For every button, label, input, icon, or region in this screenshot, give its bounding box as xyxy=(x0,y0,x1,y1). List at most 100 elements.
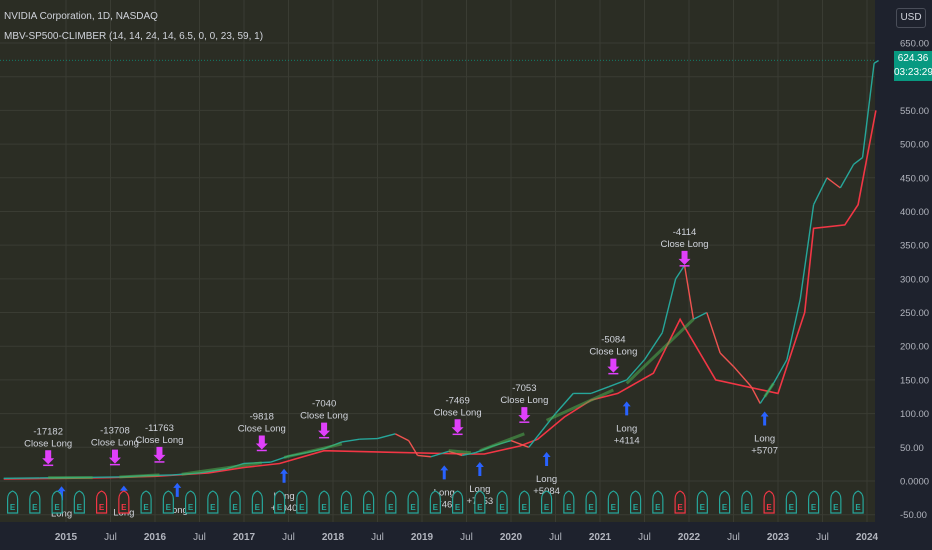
time-tick-label: Jul xyxy=(193,532,206,543)
price-segment xyxy=(394,433,409,442)
trade-line xyxy=(625,318,695,385)
price-segment xyxy=(661,278,677,333)
price-tick-label: 400.00 xyxy=(900,207,929,218)
close-long-label: Close Long xyxy=(661,239,709,250)
price-tick-label: 0.0000 xyxy=(900,477,929,488)
price-tick-label: -50.00 xyxy=(900,510,927,521)
price-segment xyxy=(510,439,530,448)
time-tick-label: 2015 xyxy=(55,532,78,543)
long-arrow xyxy=(173,482,182,497)
earnings-marker-label: E xyxy=(366,503,372,512)
earnings-marker-label: E xyxy=(433,503,439,512)
time-tick-label: Jul xyxy=(104,532,117,543)
long-arrow xyxy=(280,468,289,483)
price-segment xyxy=(408,440,419,456)
close-long-pnl: -7469 xyxy=(445,395,469,406)
long-label: Long xyxy=(51,508,72,519)
long-arrow xyxy=(440,465,449,480)
close-long-label: Close Long xyxy=(500,395,548,406)
trade-line xyxy=(545,388,614,422)
earnings-marker-label: E xyxy=(544,503,550,512)
price-segment xyxy=(693,311,708,320)
price-segment xyxy=(839,163,855,189)
indicator-legend[interactable]: MBV-SP500-CLIMBER (14, 14, 24, 14, 6.5, … xyxy=(4,31,264,42)
long-label: Long xyxy=(469,484,490,495)
time-tick-label: 2020 xyxy=(500,532,523,543)
earnings-marker xyxy=(96,490,108,514)
earnings-marker xyxy=(340,490,352,514)
earnings-marker xyxy=(407,490,419,514)
time-axis[interactable]: 2015 Jul 2016 Jul 2017 Jul 2018 Jul 2019 Jul 2020 J… xyxy=(55,532,879,543)
earnings-marker xyxy=(674,490,686,514)
earnings-marker-label: E xyxy=(77,503,83,512)
earnings-marker-label: E xyxy=(410,503,416,512)
close-long-arrow xyxy=(153,446,166,461)
symbol-title[interactable]: NVIDIA Corporation, 1D, NASDAQ xyxy=(4,11,158,22)
earnings-marker-label: E xyxy=(188,503,194,512)
earnings-marker-label: E xyxy=(588,503,594,512)
long-pnl: +4114 xyxy=(614,435,640,446)
long-label: Long xyxy=(754,434,775,445)
price-tick-label: 150.00 xyxy=(900,375,929,386)
close-long-pnl: -11763 xyxy=(145,423,174,434)
earnings-marker xyxy=(563,490,575,514)
time-tick-label: Jul xyxy=(282,532,295,543)
close-long-label: Close Long xyxy=(589,347,637,358)
long-arrow xyxy=(57,486,66,501)
earnings-marker-label: E xyxy=(789,503,795,512)
long-pnl: +7469 xyxy=(431,499,458,510)
time-tick-label: 2018 xyxy=(322,532,345,543)
price-segment xyxy=(683,265,695,320)
price-tick-label: 500.00 xyxy=(900,140,929,151)
earnings-marker xyxy=(429,490,441,514)
close-long-pnl: -7053 xyxy=(512,383,536,394)
close-long-arrow xyxy=(42,450,55,465)
earnings-marker xyxy=(474,490,486,514)
earnings-marker xyxy=(830,490,842,514)
long-label: Long xyxy=(536,474,557,485)
earnings-marker-label: E xyxy=(855,503,861,512)
close-long-label: Close Long xyxy=(300,411,348,422)
close-long-pnl: -13708 xyxy=(100,426,130,437)
time-tick-label: Jul xyxy=(371,532,384,543)
earnings-marker xyxy=(541,490,553,514)
earnings-marker xyxy=(29,490,41,514)
time-tick-label: Jul xyxy=(460,532,473,543)
earnings-marker xyxy=(73,490,85,514)
earnings-marker xyxy=(518,490,530,514)
close-long-label: Close Long xyxy=(91,438,139,449)
earnings-marker xyxy=(808,490,820,514)
close-long-arrow xyxy=(108,449,121,464)
trade-lines xyxy=(48,318,775,480)
long-label: Long xyxy=(616,423,637,434)
price-axis[interactable]: 650.00600.00550.00500.00450.00400.00350.… xyxy=(900,39,929,522)
close-long-pnl: -5084 xyxy=(601,335,625,346)
price-segment xyxy=(341,438,360,443)
price-tick-label: 350.00 xyxy=(900,241,929,252)
price-segment xyxy=(750,386,761,404)
currency-button[interactable]: USD xyxy=(896,8,926,28)
earnings-marker xyxy=(452,490,464,514)
time-tick-label: 2023 xyxy=(767,532,790,543)
bar-countdown: 03:23:29 xyxy=(894,67,932,78)
earnings-marker-label: E xyxy=(455,503,461,512)
long-arrow xyxy=(760,411,769,426)
price-segment xyxy=(590,386,610,395)
earnings-marker-label: E xyxy=(744,503,750,512)
price-tick-label: 650.00 xyxy=(900,39,929,50)
time-tick-label: 2016 xyxy=(144,532,167,543)
earnings-marker-label: E xyxy=(344,503,350,512)
price-segment xyxy=(732,365,752,388)
close-long-label: Close Long xyxy=(24,438,72,449)
earnings-marker-label: E xyxy=(477,503,483,512)
price-segment xyxy=(417,454,431,458)
price-tick-label: 550.00 xyxy=(900,106,929,117)
earnings-marker-label: E xyxy=(811,503,817,512)
price-tick-label: 200.00 xyxy=(900,342,929,353)
time-tick-label: 2021 xyxy=(589,532,612,543)
close-long-arrow xyxy=(451,419,464,434)
earnings-marker xyxy=(696,490,708,514)
price-segment xyxy=(554,392,574,415)
